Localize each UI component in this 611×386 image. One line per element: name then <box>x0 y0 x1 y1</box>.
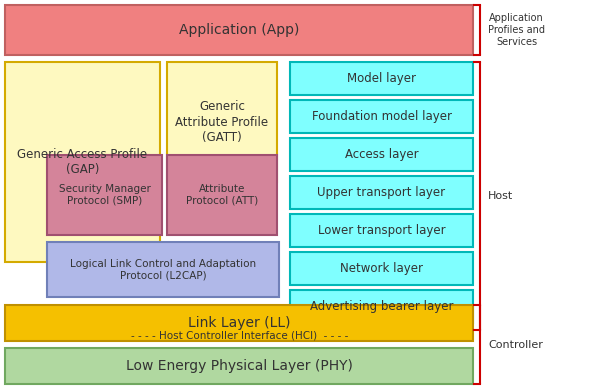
FancyBboxPatch shape <box>290 214 473 247</box>
Text: Application (App): Application (App) <box>179 23 299 37</box>
Text: Attribute
Protocol (ATT): Attribute Protocol (ATT) <box>186 184 258 206</box>
FancyBboxPatch shape <box>290 62 473 95</box>
Text: - - - - Host Controller Interface (HCI)  - - - -: - - - - Host Controller Interface (HCI) … <box>131 330 349 340</box>
Text: Advertising bearer layer: Advertising bearer layer <box>310 300 453 313</box>
FancyBboxPatch shape <box>290 100 473 133</box>
FancyBboxPatch shape <box>47 242 279 297</box>
Text: Security Manager
Protocol (SMP): Security Manager Protocol (SMP) <box>59 184 150 206</box>
Text: Model layer: Model layer <box>347 72 416 85</box>
FancyBboxPatch shape <box>167 155 277 235</box>
Text: Host: Host <box>488 191 513 201</box>
Text: Lower transport layer: Lower transport layer <box>318 224 445 237</box>
FancyBboxPatch shape <box>290 252 473 285</box>
Text: Network layer: Network layer <box>340 262 423 275</box>
Text: Low Energy Physical Layer (PHY): Low Energy Physical Layer (PHY) <box>126 359 353 373</box>
Text: Logical Link Control and Adaptation
Protocol (L2CAP): Logical Link Control and Adaptation Prot… <box>70 259 256 280</box>
Text: Application
Profiles and
Services: Application Profiles and Services <box>488 14 545 47</box>
Text: Link Layer (LL): Link Layer (LL) <box>188 316 290 330</box>
FancyBboxPatch shape <box>5 305 473 341</box>
Text: Foundation model layer: Foundation model layer <box>312 110 452 123</box>
Text: Access layer: Access layer <box>345 148 419 161</box>
FancyBboxPatch shape <box>290 138 473 171</box>
Text: Generic
Attribute Profile
(GATT): Generic Attribute Profile (GATT) <box>175 100 269 144</box>
Text: Generic Access Profile
(GAP): Generic Access Profile (GAP) <box>18 148 148 176</box>
FancyBboxPatch shape <box>47 155 162 235</box>
FancyBboxPatch shape <box>5 348 473 384</box>
Text: Controller: Controller <box>488 340 543 349</box>
FancyBboxPatch shape <box>290 290 473 323</box>
FancyBboxPatch shape <box>5 5 473 55</box>
Text: Upper transport layer: Upper transport layer <box>318 186 445 199</box>
FancyBboxPatch shape <box>290 176 473 209</box>
FancyBboxPatch shape <box>5 62 160 262</box>
FancyBboxPatch shape <box>167 62 277 182</box>
